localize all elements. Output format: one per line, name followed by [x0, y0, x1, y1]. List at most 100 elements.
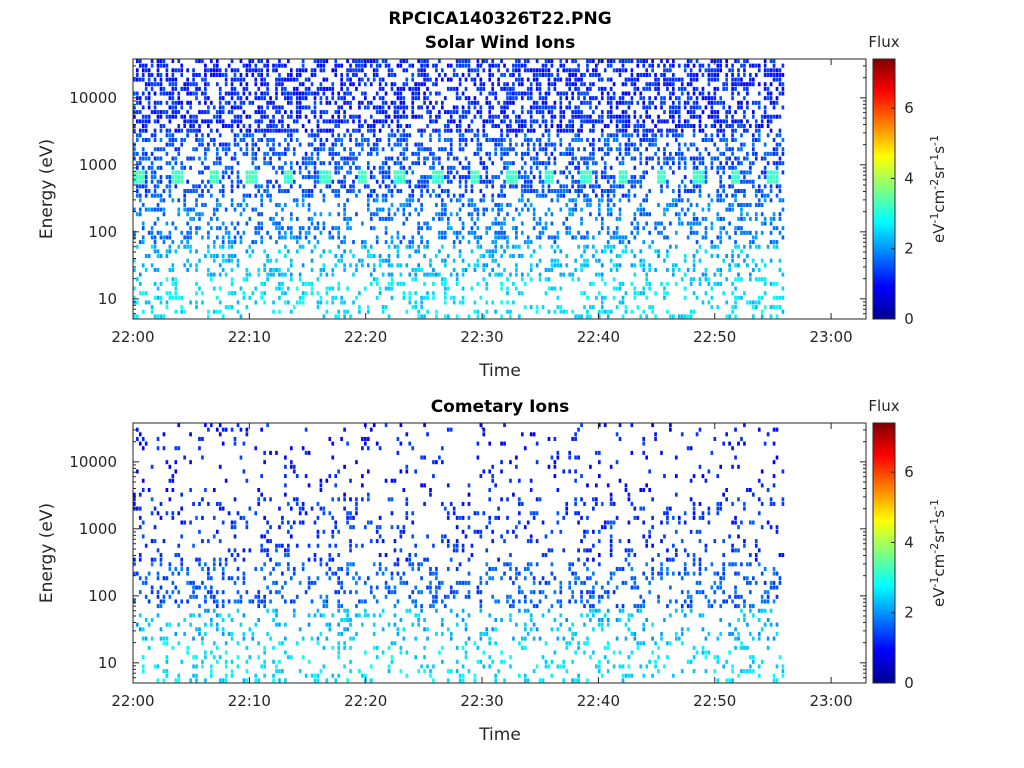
flux-cell: [630, 175, 634, 180]
flux-cell: [695, 114, 699, 119]
flux-cell: [630, 100, 634, 105]
flux-cell: [766, 133, 770, 138]
flux-cell: [523, 124, 527, 129]
flux-cell: [520, 110, 524, 115]
flux-cell: [275, 286, 278, 291]
flux-cell: [666, 133, 669, 138]
flux-cell: [390, 189, 394, 194]
flux-cell: [423, 244, 426, 249]
flux-cell: [153, 244, 157, 249]
flux-cell: [183, 124, 187, 129]
flux-cell: [135, 427, 139, 432]
flux-cell: [144, 193, 148, 198]
flux-cell: [600, 249, 604, 254]
flux-cell: [287, 189, 290, 194]
flux-cell: [562, 128, 566, 133]
flux-cell: [781, 63, 785, 68]
flux-cell: [307, 202, 311, 207]
flux-cell: [352, 240, 355, 245]
flux-cell: [633, 82, 637, 87]
flux-cell: [725, 110, 728, 115]
flux-cell: [535, 72, 539, 77]
flux-cell: [346, 91, 349, 96]
flux-cell: [683, 272, 687, 277]
flux-cell: [515, 179, 518, 184]
flux-cell: [435, 212, 438, 217]
flux-cell: [156, 202, 160, 207]
flux-cell: [227, 147, 231, 152]
flux-cell: [266, 258, 269, 263]
flux-cell: [307, 77, 311, 82]
flux-cell: [497, 207, 500, 212]
flux-cell: [133, 114, 136, 119]
flux-cell: [624, 59, 628, 64]
flux-cell: [458, 96, 462, 101]
flux-cell: [141, 488, 145, 493]
flux-cell: [476, 86, 480, 91]
flux-cell: [441, 100, 444, 105]
flux-cell: [289, 68, 293, 73]
flux-cell: [337, 258, 341, 263]
flux-cell: [260, 281, 264, 286]
flux-cell: [559, 114, 563, 119]
flux-cell: [449, 119, 453, 124]
flux-cell: [156, 82, 160, 87]
flux-cell: [642, 63, 646, 68]
flux-cell: [704, 230, 708, 235]
flux-cell: [402, 137, 406, 142]
flux-cell: [435, 175, 438, 180]
flux-cell: [411, 151, 415, 156]
flux-cell: [366, 254, 370, 259]
flux-cell: [719, 68, 723, 73]
flux-cell: [485, 59, 489, 64]
flux-cell: [254, 226, 258, 231]
flux-cell: [677, 156, 681, 161]
flux-cell: [441, 198, 444, 203]
flux-cell: [778, 91, 782, 96]
flux-cell: [518, 254, 521, 259]
flux-cell: [580, 156, 583, 161]
flux-cell: [518, 124, 521, 129]
flux-cell: [224, 258, 228, 263]
flux-cell: [289, 110, 293, 115]
flux-cell: [657, 254, 660, 259]
flux-cell: [707, 207, 711, 212]
flux-cell: [358, 119, 361, 124]
flux-cell: [138, 63, 142, 68]
flux-cell: [728, 207, 731, 212]
flux-cell: [672, 119, 675, 124]
flux-cell: [165, 488, 169, 493]
flux-cell: [168, 230, 172, 235]
flux-cell: [754, 300, 758, 305]
flux-cell: [586, 198, 589, 203]
flux-cell: [600, 175, 604, 180]
flux-cell: [449, 295, 453, 300]
flux-cell: [159, 59, 163, 64]
flux-cell: [192, 216, 195, 221]
flux-cell: [349, 151, 352, 156]
flux-cell: [263, 151, 266, 156]
flux-cell: [476, 212, 480, 217]
flux-cell: [609, 59, 613, 64]
flux-cell: [171, 267, 175, 272]
flux-cell: [343, 240, 346, 245]
flux-cell: [609, 212, 613, 217]
flux-cell: [301, 161, 305, 166]
flux-cell: [509, 72, 512, 77]
flux-cell: [340, 82, 343, 87]
flux-cell: [651, 142, 654, 147]
flux-cell: [589, 281, 592, 286]
flux-cell: [689, 96, 693, 101]
flux-cell: [577, 77, 580, 82]
flux-cell: [295, 91, 299, 96]
flux-cell: [432, 295, 435, 300]
flux-cell: [325, 291, 329, 296]
flux-cell: [523, 68, 527, 73]
flux-cell: [417, 59, 420, 64]
flux-cell: [716, 86, 720, 91]
flux-cell: [133, 147, 136, 152]
flux-cell: [565, 82, 569, 87]
flux-cell: [210, 272, 213, 277]
flux-cell: [583, 244, 586, 249]
flux-cell: [352, 151, 355, 156]
